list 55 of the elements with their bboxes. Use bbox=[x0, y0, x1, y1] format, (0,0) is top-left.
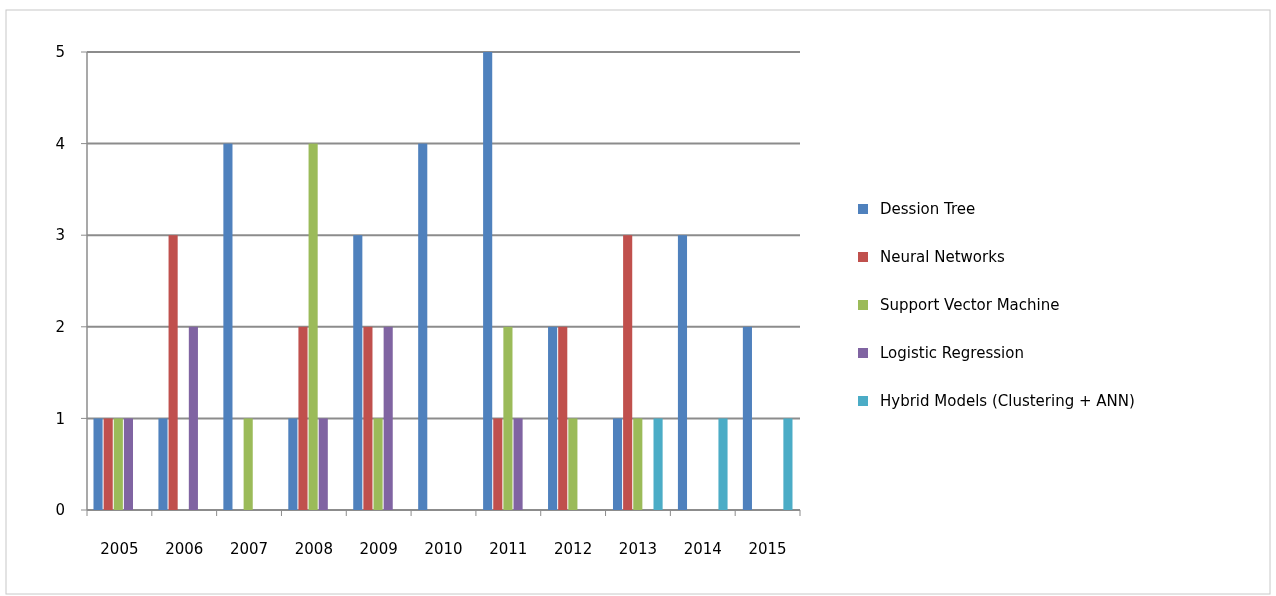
y-tick-label: 2 bbox=[55, 318, 65, 337]
bar bbox=[308, 143, 318, 510]
legend-label: Hybrid Models (Clustering + ANN) bbox=[880, 392, 1135, 411]
y-tick-label: 0 bbox=[55, 501, 65, 520]
x-tick-label: 2006 bbox=[165, 540, 204, 558]
bar bbox=[223, 143, 233, 510]
bar bbox=[243, 418, 253, 510]
bar bbox=[558, 326, 568, 510]
bar bbox=[783, 418, 793, 510]
bar bbox=[363, 326, 373, 510]
x-tick-label: 2010 bbox=[424, 540, 463, 558]
x-tick-label: 2013 bbox=[618, 540, 658, 558]
bar bbox=[288, 418, 298, 510]
y-tick-label: 3 bbox=[55, 226, 65, 245]
bar bbox=[633, 418, 643, 510]
bar bbox=[742, 326, 752, 510]
bar bbox=[168, 235, 178, 510]
x-tick-label: 2014 bbox=[683, 540, 722, 558]
bar bbox=[353, 235, 363, 510]
bar bbox=[548, 326, 558, 510]
bar bbox=[493, 418, 503, 510]
bar bbox=[568, 418, 578, 510]
x-tick-label: 2007 bbox=[229, 540, 269, 558]
bar bbox=[383, 326, 393, 510]
bar bbox=[653, 418, 663, 510]
legend-label: Neural Networks bbox=[880, 248, 1005, 267]
bar bbox=[318, 418, 328, 510]
bar bbox=[718, 418, 728, 510]
x-tick-label: 2008 bbox=[294, 540, 333, 558]
bar bbox=[677, 235, 688, 510]
bar bbox=[373, 418, 383, 510]
legend-label: Dession Tree bbox=[880, 200, 976, 219]
bar bbox=[158, 418, 168, 510]
x-tick-label: 2011 bbox=[489, 540, 528, 558]
legend-label: Support Vector Machine bbox=[880, 296, 1060, 315]
x-tick-label: 2012 bbox=[554, 540, 593, 558]
bar bbox=[513, 418, 523, 510]
bar bbox=[103, 418, 113, 510]
bar bbox=[623, 235, 633, 510]
y-tick-label: 1 bbox=[55, 409, 65, 428]
x-tick-label: 2015 bbox=[748, 540, 787, 558]
x-tick-label: 2009 bbox=[359, 540, 398, 558]
bar bbox=[123, 418, 133, 510]
legend-label: Logistic Regression bbox=[880, 344, 1024, 363]
bar bbox=[503, 326, 513, 510]
bar bbox=[483, 52, 493, 510]
y-tick-label: 5 bbox=[55, 43, 65, 62]
x-tick-label: 2005 bbox=[100, 540, 139, 558]
y-tick-label: 4 bbox=[55, 134, 65, 153]
bar bbox=[418, 143, 428, 510]
bar bbox=[93, 418, 103, 510]
bar bbox=[298, 326, 308, 510]
bar bbox=[612, 418, 623, 510]
bar bbox=[188, 326, 198, 510]
bar bbox=[113, 418, 123, 510]
